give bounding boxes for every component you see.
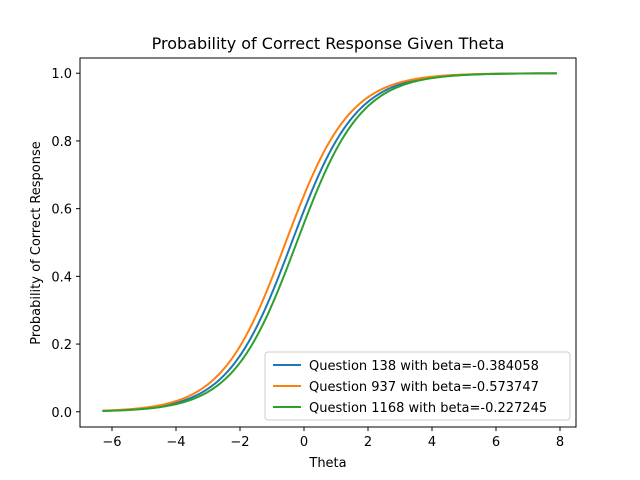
y-axis: 0.0 0.2 0.4 0.6 0.8 1.0 <box>51 67 80 421</box>
y-tick-label: 0.8 <box>51 135 72 150</box>
legend-label-3: Question 1168 with beta=-0.227245 <box>309 401 547 416</box>
plot-area <box>102 72 557 412</box>
legend-label-1: Question 138 with beta=-0.384058 <box>309 359 539 374</box>
x-tick-label: 4 <box>428 435 436 450</box>
plot-frame <box>79 57 577 428</box>
legend-box <box>264 351 571 421</box>
x-tick-label: −6 <box>102 435 121 450</box>
x-tick-label: −4 <box>166 435 185 450</box>
chart-title: Probability of Correct Response Given Th… <box>152 34 505 53</box>
x-tick-label: −2 <box>230 435 249 450</box>
y-tick-label: 0.4 <box>51 270 72 285</box>
x-tick-label: 0 <box>300 435 308 450</box>
x-tick-label: 6 <box>492 435 500 450</box>
x-tick-label: 2 <box>364 435 372 450</box>
y-axis-label: Probability of Correct Response <box>29 141 44 345</box>
legend: Question 138 with beta=-0.384058 Question… <box>264 351 571 421</box>
x-axis-label: Theta <box>308 456 346 471</box>
x-axis: −6 −4 −2 0 2 4 6 8 <box>102 427 564 450</box>
y-tick-label: 1.0 <box>51 67 72 82</box>
y-tick-label: 0.6 <box>51 203 72 218</box>
y-tick-label: 0.2 <box>51 338 72 353</box>
series-line-3 <box>102 72 557 412</box>
x-tick-label: 8 <box>556 435 564 450</box>
legend-label-2: Question 937 with beta=-0.573747 <box>309 380 539 395</box>
y-tick-label: 0.0 <box>51 406 72 421</box>
